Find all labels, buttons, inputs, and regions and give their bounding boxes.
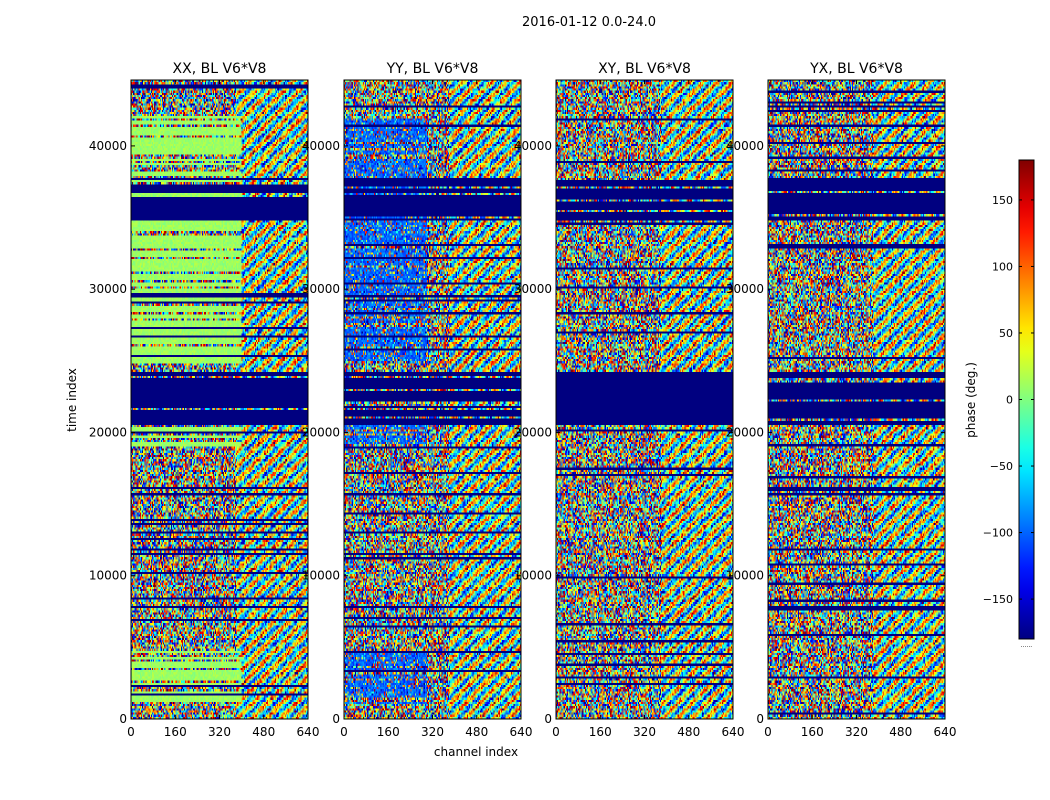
x-tick-label: 0: [764, 725, 772, 739]
panel-title: XX, BL V6*V8: [173, 61, 267, 77]
y-tick-label: 10000: [302, 569, 340, 583]
x-tick-label: 480: [252, 725, 275, 739]
panel-title: XY, BL V6*V8: [598, 61, 691, 77]
x-tick-label: 640: [510, 725, 533, 739]
y-tick-label: 0: [119, 712, 127, 726]
y-tick-label: 20000: [89, 425, 127, 439]
y-tick-label: 30000: [89, 282, 127, 296]
figure-title: 2016-01-12 0.0-24.0: [522, 15, 656, 30]
y-tick-label: 0: [756, 712, 764, 726]
colorbar-tick-label: 150: [992, 194, 1013, 207]
y-tick-label: 40000: [726, 139, 764, 153]
y-tick-label: 10000: [726, 569, 764, 583]
panel-xx: XX, BL V6*V8 0 160 320 480 640 0 10000 20000 3000…: [89, 61, 320, 739]
x-tick-label: 320: [633, 725, 656, 739]
y-tick-label: 40000: [89, 139, 127, 153]
colorbar-gradient: [1019, 160, 1034, 639]
y-tick-label: 0: [544, 712, 552, 726]
y-tick-label: 10000: [514, 569, 552, 583]
panels: XX, BL V6*V8 0 160 320 480 640 0 10000 20000 3000…: [89, 61, 957, 739]
x-tick-label: 160: [377, 725, 400, 739]
x-tick-label: 160: [801, 725, 824, 739]
panel-xy: XY, BL V6*V8 0 160 320 480 640 0 10000 20000 3000…: [514, 61, 745, 739]
heatmap-image-xx: [131, 80, 308, 719]
colorbar-tick-label: −150: [983, 593, 1013, 606]
x-tick-label: 160: [164, 725, 187, 739]
panel-title: YX, BL V6*V8: [809, 61, 903, 77]
colorbar-tick-label: −100: [983, 527, 1013, 540]
colorbar-footnote: ......: [1021, 642, 1033, 649]
y-tick-label: 30000: [302, 282, 340, 296]
y-tick-label: 20000: [302, 425, 340, 439]
x-tick-label: 320: [845, 725, 868, 739]
heatmap-image-xy: [556, 80, 733, 719]
x-tick-label: 640: [934, 725, 957, 739]
colorbar-tick-label: −50: [990, 460, 1013, 473]
x-tick-label: 160: [589, 725, 612, 739]
x-axis-label: channel index: [434, 745, 518, 759]
y-tick-label: 0: [332, 712, 340, 726]
x-tick-label: 0: [340, 725, 348, 739]
x-tick-label: 320: [208, 725, 231, 739]
panel-yx: YX, BL V6*V8 0 160 320 480 640 0 10000 20000 3000…: [726, 61, 957, 739]
colorbar-tick-label: 0: [1006, 394, 1013, 407]
heatmap-image-yy: [344, 80, 521, 719]
y-tick-label: 40000: [514, 139, 552, 153]
colorbar-tick-label: 100: [992, 260, 1013, 273]
panel-yy: YY, BL V6*V8 0 160 320 480 640 0 10000 20000 3000…: [302, 61, 533, 739]
x-tick-label: 0: [552, 725, 560, 739]
y-tick-label: 30000: [514, 282, 552, 296]
panel-title: YY, BL V6*V8: [386, 61, 479, 77]
y-tick-label: 30000: [726, 282, 764, 296]
x-tick-label: 480: [889, 725, 912, 739]
x-tick-label: 480: [677, 725, 700, 739]
x-tick-label: 480: [465, 725, 488, 739]
colorbar-tick-label: 50: [999, 327, 1013, 340]
y-tick-label: 40000: [302, 139, 340, 153]
y-tick-label: 20000: [514, 425, 552, 439]
y-tick-label: 20000: [726, 425, 764, 439]
heatmap-image-yx: [768, 80, 945, 719]
y-axis-label: time index: [65, 368, 79, 432]
x-tick-label: 640: [297, 725, 320, 739]
x-tick-label: 0: [127, 725, 135, 739]
x-tick-label: 320: [421, 725, 444, 739]
x-tick-label: 640: [722, 725, 745, 739]
colorbar-label: phase (deg.): [964, 362, 978, 438]
colorbar: −150 −100 −50 0 50 100 150 phase (deg.)......: [964, 159, 1035, 649]
y-tick-label: 10000: [89, 569, 127, 583]
